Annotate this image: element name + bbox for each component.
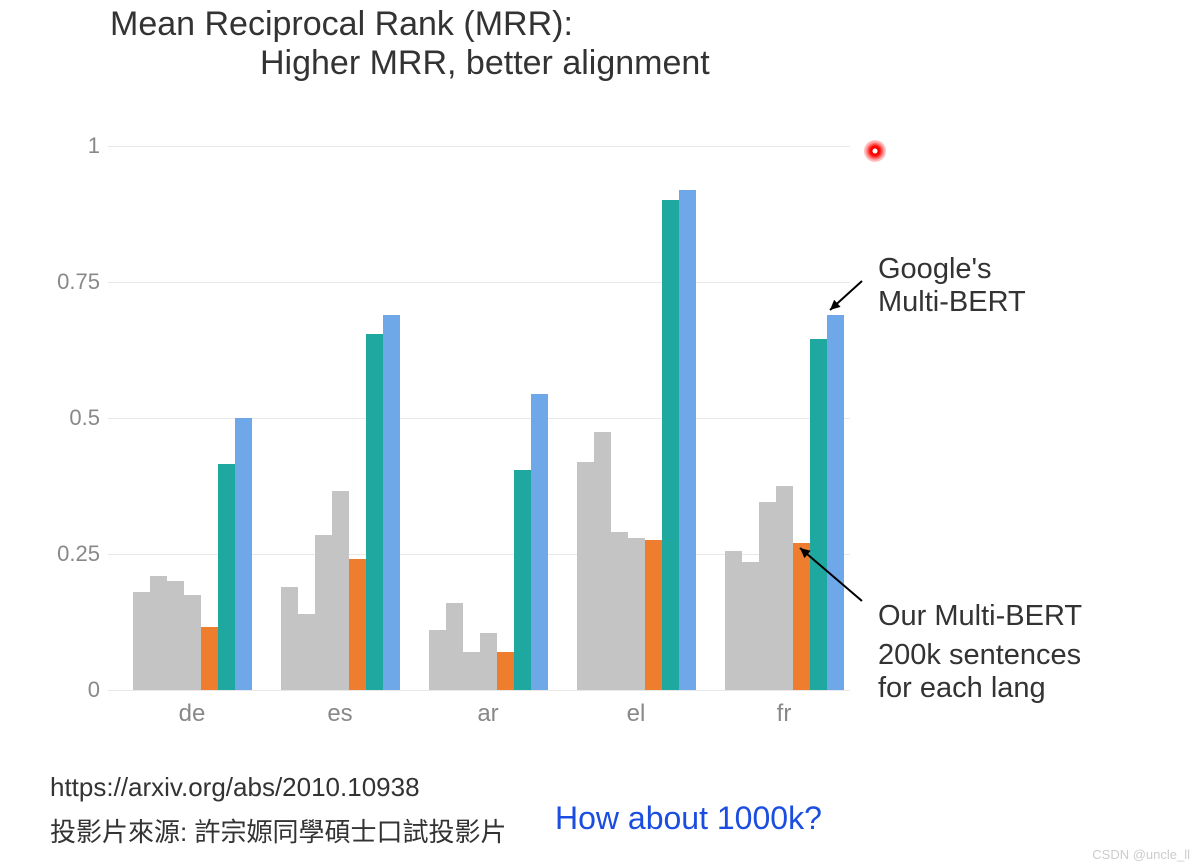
annotation-our-multibert: Our Multi-BERT 200k sentences for each l…: [878, 600, 1082, 705]
mrr-bar-chart: 00.250.50.751 deesarelfr: [50, 138, 850, 698]
y-axis-tick: 0.75: [50, 269, 100, 295]
y-axis-tick: 0.5: [50, 405, 100, 431]
bar: [577, 462, 594, 690]
bar: [150, 576, 167, 690]
laser-pointer-dot: [864, 140, 886, 162]
bar: [611, 532, 628, 690]
x-axis-tick: el: [627, 700, 646, 728]
bar: [531, 394, 548, 690]
bar: [366, 334, 383, 690]
annotation-google-multibert: Google's Multi-BERT: [878, 253, 1026, 319]
y-axis-tick: 0: [50, 677, 100, 703]
bar: [810, 339, 827, 690]
bar: [679, 190, 696, 690]
bar: [315, 535, 332, 690]
annotation-google-line2: Multi-BERT: [878, 286, 1026, 319]
footer-arxiv-link: https://arxiv.org/abs/2010.10938: [50, 772, 420, 803]
bar: [463, 652, 480, 690]
bar: [383, 315, 400, 690]
bar: [514, 470, 531, 690]
y-axis-tick: 0.25: [50, 541, 100, 567]
bar: [725, 551, 742, 690]
annotation-google-line1: Google's: [878, 253, 1026, 286]
bar: [349, 559, 366, 690]
chart-title-line1: Mean Reciprocal Rank (MRR):: [110, 5, 710, 44]
bar: [662, 200, 679, 690]
x-axis-tick: ar: [477, 700, 498, 728]
bar: [429, 630, 446, 690]
bar: [793, 543, 810, 690]
annotation-our-line2: 200k sentences: [878, 639, 1082, 672]
x-axis-tick: fr: [777, 700, 792, 728]
bar: [759, 502, 776, 690]
x-axis-tick: es: [327, 700, 352, 728]
watermark: CSDN @uncle_ll: [1092, 847, 1190, 862]
chart-title-line2: Higher MRR, better alignment: [260, 44, 710, 83]
gridline: [108, 690, 850, 691]
bar: [776, 486, 793, 690]
annotation-our-line3: for each lang: [878, 672, 1082, 705]
y-axis-tick: 1: [50, 133, 100, 159]
plot-area: [108, 146, 850, 690]
bar: [133, 592, 150, 690]
footer-source-zh: 投影片來源: 許宗嫄同學碩士口試投影片: [50, 812, 506, 849]
bar: [167, 581, 184, 690]
bar: [201, 627, 218, 690]
footer-question: How about 1000k?: [555, 800, 822, 837]
bar: [645, 540, 662, 690]
bar: [742, 562, 759, 690]
bar: [218, 464, 235, 690]
bars-group: [108, 146, 850, 690]
bar: [184, 595, 201, 690]
bar: [332, 491, 349, 690]
bar: [594, 432, 611, 690]
bar: [235, 418, 252, 690]
bar: [281, 587, 298, 690]
chart-title: Mean Reciprocal Rank (MRR): Higher MRR, …: [110, 5, 710, 83]
x-axis-tick: de: [179, 700, 206, 728]
bar: [480, 633, 497, 690]
bar: [827, 315, 844, 690]
bar: [298, 614, 315, 690]
bar: [497, 652, 514, 690]
bar: [446, 603, 463, 690]
annotation-our-line1: Our Multi-BERT: [878, 600, 1082, 633]
bar: [628, 538, 645, 690]
